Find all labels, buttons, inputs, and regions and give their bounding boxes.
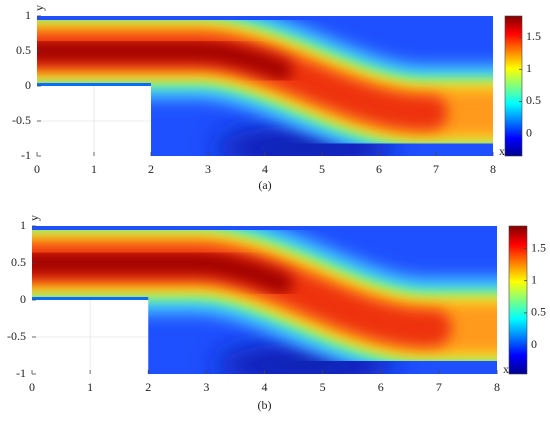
x-tick-label: 2 [145, 380, 151, 394]
colorbar [504, 15, 523, 157]
x-tick-label: 1 [87, 380, 93, 394]
x-tick-label: 8 [494, 380, 500, 394]
field [32, 226, 497, 374]
colorbar [508, 225, 528, 375]
colorbar-tick-label: 0 [526, 125, 532, 139]
x-tick-label: 7 [436, 380, 442, 394]
y-tick-label: 1 [25, 8, 31, 22]
colorbar-tick-label: 1.5 [531, 240, 546, 254]
x-tick-label: 6 [378, 380, 384, 394]
x-tick-label: 0 [29, 380, 35, 394]
x-tick-label: 6 [376, 162, 382, 176]
x-tick-label: 7 [433, 162, 439, 176]
caption: (a) [258, 178, 271, 192]
y-axis-label: y [27, 215, 41, 221]
x-tick-label: 8 [490, 162, 496, 176]
colorbar-tick-label: 0.5 [531, 305, 546, 319]
y-tick-label: 0 [25, 78, 31, 92]
y-tick-label: -1 [21, 148, 31, 162]
y-tick-label: -0.5 [12, 113, 31, 127]
field [37, 16, 493, 156]
y-tick-label: -1 [16, 366, 26, 380]
y-tick-label: 0.5 [11, 255, 26, 269]
x-tick-label: 5 [320, 380, 326, 394]
x-tick-label: 1 [91, 162, 97, 176]
x-axis-label: x [503, 362, 509, 376]
colorbar-tick-label: 0.5 [526, 93, 541, 107]
colorbar-tick-label: 1 [526, 61, 532, 75]
caption: (b) [258, 398, 272, 412]
x-tick-label: 2 [148, 162, 154, 176]
y-tick-label: -0.5 [7, 329, 26, 343]
colorbar-tick-label: 1 [531, 272, 537, 286]
x-tick-label: 5 [319, 162, 325, 176]
y-tick-label: 0 [20, 292, 26, 306]
jet-band [32, 251, 293, 295]
y-axis-label: y [32, 5, 46, 11]
x-tick-label: 4 [262, 380, 268, 394]
x-tick-label: 0 [34, 162, 40, 176]
colorbar-tick-label: 0 [531, 337, 537, 351]
y-tick-label: 0.5 [16, 43, 31, 57]
jet-band [37, 40, 293, 81]
x-tick-label: 3 [203, 380, 209, 394]
x-tick-label: 3 [205, 162, 211, 176]
colorbar-tick-label: 1.5 [526, 29, 541, 43]
x-tick-label: 4 [262, 162, 268, 176]
y-tick-label: 1 [20, 218, 26, 232]
x-axis-label: x [499, 144, 505, 158]
